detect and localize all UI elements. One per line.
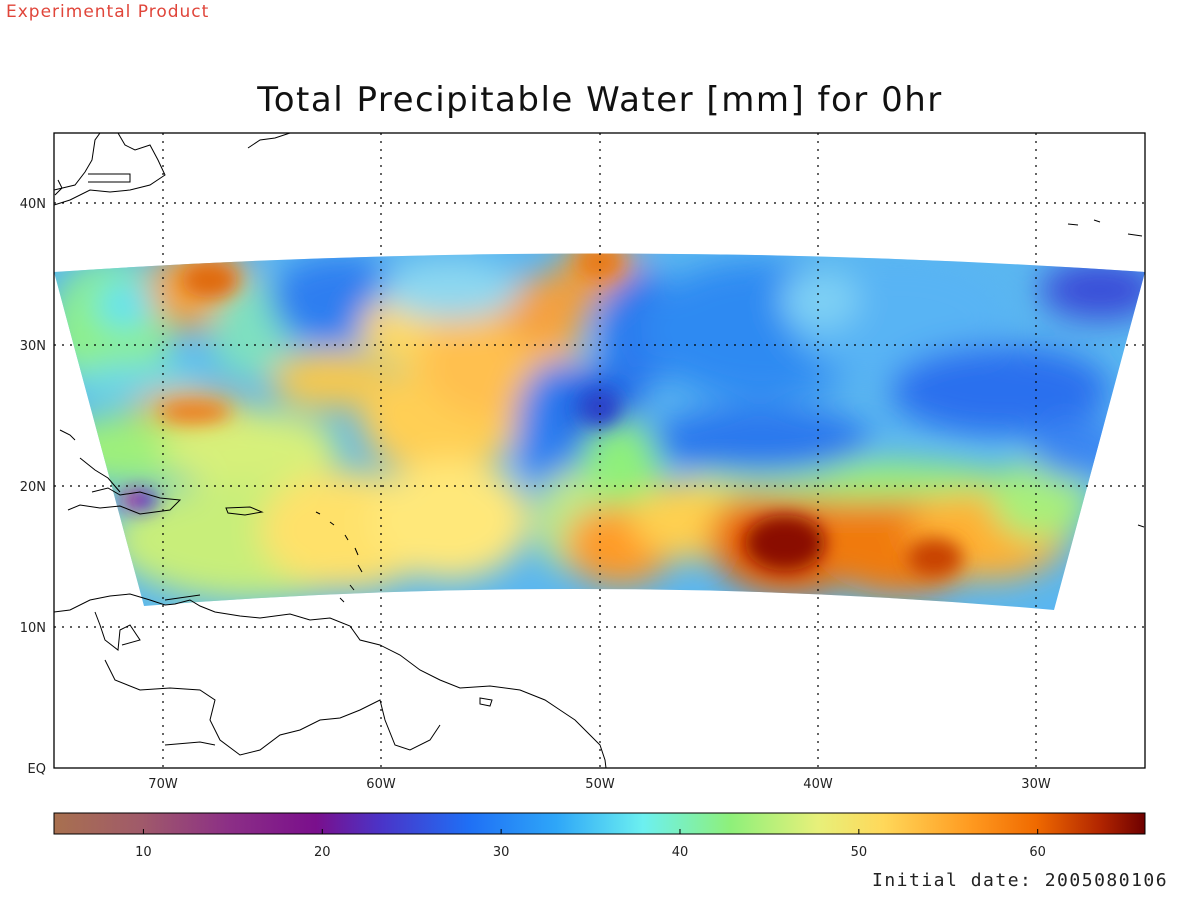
lat-label: 40N [20,197,46,212]
colorbar-tick-labels: 10 20 30 40 50 60 [135,845,1046,860]
experimental-label: Experimental Product [6,2,210,22]
lat-labels: 40N 30N 20N 10N EQ [20,197,46,777]
lon-label: 70W [148,777,178,792]
initial-date: Initial date: 2005080106 [872,870,1169,891]
colorbar-tick-label: 60 [1029,845,1046,860]
lat-label: 30N [20,339,46,354]
colorbar-tick-label: 40 [672,845,689,860]
lat-label: 20N [20,480,46,495]
lat-label: 10N [20,621,46,636]
lon-label: 50W [585,777,615,792]
lon-labels: 70W 60W 50W 40W 30W [148,777,1051,792]
colorbar-tick-label: 30 [493,845,510,860]
tpw-field [54,253,1145,610]
colorbar-tick-label: 10 [135,845,152,860]
lon-label: 40W [803,777,833,792]
chart-title: Total Precipitable Water [mm] for 0hr [257,80,943,120]
colorbar-tick-label: 50 [851,845,868,860]
colorbar [53,812,1146,835]
coastlines [54,133,1145,768]
lon-label: 60W [366,777,396,792]
grid-lines [54,133,1145,768]
map-frame [53,132,1146,769]
lon-label: 30W [1021,777,1051,792]
colorbar-tick-label: 20 [314,845,331,860]
colorbar-ticks [142,829,1039,834]
lat-label: EQ [28,762,46,777]
